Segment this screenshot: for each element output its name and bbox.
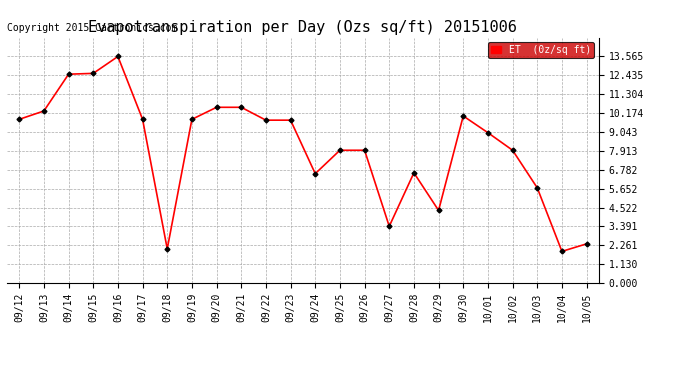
Legend: ET  (0z/sq ft): ET (0z/sq ft) xyxy=(489,42,594,58)
Text: Copyright 2015 Cartronics.com: Copyright 2015 Cartronics.com xyxy=(7,22,177,33)
Title: Evapotranspiration per Day (Ozs sq/ft) 20151006: Evapotranspiration per Day (Ozs sq/ft) 2… xyxy=(88,20,518,35)
